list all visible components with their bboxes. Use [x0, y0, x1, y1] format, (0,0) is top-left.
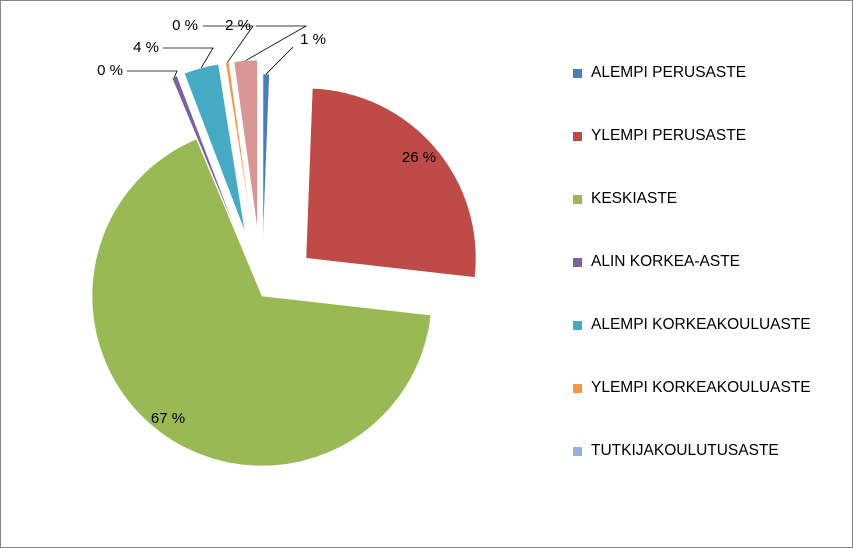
legend-swatch — [573, 68, 582, 78]
legend-label: TUTKIJAKOULUTUSASTE — [591, 442, 779, 459]
data-label-6: 0 % — [172, 17, 198, 34]
legend-label: ALEMPI KORKEAKOULUASTE — [591, 316, 811, 333]
legend-item-3: KESKIASTE — [573, 189, 677, 209]
leader-line-4 — [127, 70, 178, 78]
pie-slices — [91, 59, 477, 467]
legend-swatch — [573, 194, 582, 204]
leader-line-1 — [265, 46, 294, 75]
legend-swatch — [573, 257, 582, 267]
pie-slice-3 — [91, 138, 432, 467]
data-label-4: 0 % — [97, 62, 123, 79]
leader-lines — [127, 25, 308, 78]
data-label-5: 4 % — [133, 39, 159, 56]
leader-line-7 — [245, 25, 308, 61]
data-label-3: 67 % — [151, 410, 185, 427]
leader-line-6 — [203, 25, 254, 63]
data-label-1: 1 % — [300, 31, 326, 48]
legend-item-5: ALEMPI KORKEAKOULUASTE — [573, 315, 811, 335]
leader-line-5 — [163, 47, 214, 69]
legend-swatch — [573, 383, 582, 393]
legend-label: KESKIASTE — [591, 190, 678, 207]
data-label-2: 26 % — [402, 149, 436, 166]
pie-slice-6 — [225, 62, 253, 231]
legend-swatch — [573, 446, 582, 456]
pie-slice-1 — [262, 73, 270, 245]
pie-slice-2 — [305, 88, 477, 278]
data-labels: 1 % 26 % 67 % 0 % 4 % 0 % 2 % — [97, 17, 436, 427]
data-label-7: 2 % — [225, 17, 251, 34]
legend-swatch — [573, 320, 582, 330]
legend-item-4: ALIN KORKEA-ASTE — [573, 252, 740, 272]
legend-item-2: YLEMPI PERUSASTE — [573, 126, 746, 146]
legend-label: ALIN KORKEA-ASTE — [591, 253, 741, 270]
legend-swatch — [573, 131, 582, 141]
pie-slice-4 — [171, 75, 238, 235]
legend-item-7: TUTKIJAKOULUTUSASTE — [573, 441, 779, 461]
legend-item-6: YLEMPI KORKEAKOULUASTE — [573, 378, 811, 398]
legend-item-1: ALEMPI PERUSASTE — [573, 63, 746, 83]
legend-label: YLEMPI KORKEAKOULUASTE — [591, 379, 811, 396]
legend-label: ALEMPI PERUSASTE — [591, 64, 747, 81]
legend-label: YLEMPI PERUSASTE — [591, 127, 747, 144]
